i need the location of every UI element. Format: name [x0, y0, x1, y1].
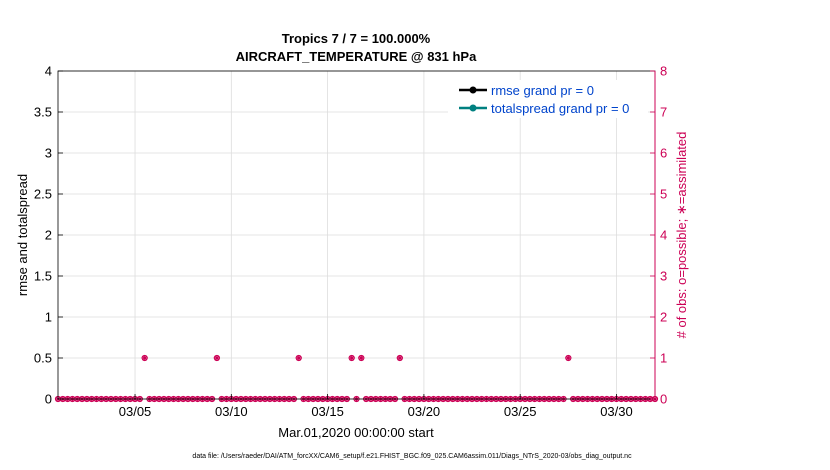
left-axis-ticks: 0 0.5 1 1.5 2 2.5 3 3.5 4: [34, 64, 63, 407]
x-tick-label: 03/15: [311, 404, 344, 419]
right-axis-ticks: 0 1 2 3 4 5 6 7 8: [650, 64, 667, 407]
right-tick-label: 6: [660, 146, 667, 161]
left-axis-label: rmse and totalspread: [15, 174, 30, 296]
obs-assimilated-marker: [396, 355, 403, 361]
left-tick-label: 4: [45, 64, 52, 79]
x-tick-label: 03/05: [119, 404, 152, 419]
chart-title: Tropics 7 / 7 = 100.000%: [282, 31, 431, 46]
left-tick-label: 2.5: [34, 187, 52, 202]
obs-assimilated-marker: [565, 355, 572, 361]
data-file-footer: data file: /Users/raeder/DAI/ATM_forcXX/…: [192, 453, 632, 460]
obs-assimilated-marker: [295, 355, 302, 361]
x-tick-label: 03/10: [215, 404, 248, 419]
legend: rmse grand pr = 0 totalspread grand pr =…: [448, 80, 648, 118]
left-tick-label: 3.5: [34, 105, 52, 120]
legend-rmse-marker: [469, 86, 477, 94]
obs-markers: [54, 354, 659, 403]
right-axis-label: # of obs: o=possible; ∗=assimilated: [674, 132, 689, 339]
chart-subtitle: AIRCRAFT_TEMPERATURE @ 831 hPa: [236, 49, 477, 64]
x-axis-label: Mar.01,2020 00:00:00 start: [278, 425, 434, 440]
left-tick-label: 2: [45, 228, 52, 243]
right-tick-label: 1: [660, 351, 667, 366]
grid-lines: [58, 70, 655, 400]
x-axis-ticks: 03/05 03/10 03/15 03/20 03/25 03/30: [119, 394, 633, 419]
right-tick-label: 7: [660, 105, 667, 120]
right-tick-label: 4: [660, 228, 667, 243]
left-tick-label: 3: [45, 146, 52, 161]
left-tick-label: 0: [45, 392, 52, 407]
legend-spread-marker: [469, 104, 477, 112]
right-tick-label: 3: [660, 269, 667, 284]
legend-box: [448, 80, 648, 118]
right-tick-label: 0: [660, 392, 667, 407]
x-tick-label: 03/30: [600, 404, 633, 419]
legend-rmse-label: rmse grand pr = 0: [491, 83, 594, 98]
right-tick-label: 5: [660, 187, 667, 202]
left-tick-label: 1.5: [34, 269, 52, 284]
obs-assimilated-marker: [141, 355, 148, 361]
right-tick-label: 2: [660, 310, 667, 325]
obs-assimilated-marker: [213, 355, 220, 361]
left-tick-label: 1: [45, 310, 52, 325]
obs-assimilated-marker: [358, 355, 365, 361]
x-tick-label: 03/25: [504, 404, 537, 419]
left-tick-label: 0.5: [34, 351, 52, 366]
legend-spread-label: totalspread grand pr = 0: [491, 101, 629, 116]
right-tick-label: 8: [660, 64, 667, 79]
x-tick-label: 03/20: [408, 404, 441, 419]
obs-assimilated-marker: [348, 355, 355, 361]
